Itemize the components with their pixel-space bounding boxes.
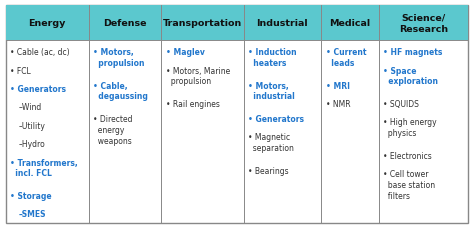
Text: • Motors,
  industrial: • Motors, industrial <box>248 81 295 101</box>
Text: Transportation: Transportation <box>163 19 242 28</box>
Text: • Current
  leads: • Current leads <box>326 48 366 68</box>
Text: –Utility: –Utility <box>19 121 46 130</box>
Text: Science/
Research: Science/ Research <box>399 14 448 33</box>
Bar <box>161 6 244 41</box>
Bar <box>244 6 321 41</box>
Text: • FCL: • FCL <box>10 66 31 75</box>
Text: • Cable,
  degaussing: • Cable, degaussing <box>93 81 148 101</box>
Text: • Storage: • Storage <box>10 191 52 200</box>
Text: • Motors, Marine
  propulsion: • Motors, Marine propulsion <box>165 66 230 86</box>
Text: • Maglev: • Maglev <box>165 48 204 57</box>
Text: • High energy
  physics: • High energy physics <box>383 118 437 138</box>
Text: Industrial: Industrial <box>256 19 308 28</box>
Text: –Flywheels
  (Bearings): –Flywheels (Bearings) <box>19 228 64 229</box>
Text: • Generators: • Generators <box>10 85 66 94</box>
Text: • Electronics: • Electronics <box>383 151 432 160</box>
Text: • Transformers,
  incl. FCL: • Transformers, incl. FCL <box>10 158 78 178</box>
Text: –Hydro: –Hydro <box>19 140 46 149</box>
Text: • Space
  exploration: • Space exploration <box>383 66 438 86</box>
Text: • Generators: • Generators <box>248 114 304 123</box>
Text: –SMES: –SMES <box>19 210 46 218</box>
Text: • Bearings: • Bearings <box>248 166 289 175</box>
Bar <box>6 6 89 41</box>
Bar <box>89 6 161 41</box>
Text: Medical: Medical <box>329 19 370 28</box>
Text: • Directed
  energy
  weapons: • Directed energy weapons <box>93 114 133 145</box>
Text: • Rail engines: • Rail engines <box>165 100 219 109</box>
Bar <box>321 6 379 41</box>
Text: • NMR: • NMR <box>326 100 350 109</box>
Text: Defense: Defense <box>103 19 146 28</box>
Text: • SQUIDS: • SQUIDS <box>383 100 419 109</box>
Text: • Magnetic
  separation: • Magnetic separation <box>248 133 294 153</box>
Bar <box>379 6 468 41</box>
Text: • Induction
  heaters: • Induction heaters <box>248 48 297 68</box>
Text: • Cable (ac, dc): • Cable (ac, dc) <box>10 48 70 57</box>
Text: Energy: Energy <box>28 19 66 28</box>
Text: • MRI: • MRI <box>326 81 350 90</box>
Text: • Cell tower
  base station
  filters: • Cell tower base station filters <box>383 169 436 200</box>
Text: • Motors,
  propulsion: • Motors, propulsion <box>93 48 145 68</box>
Text: • HF magnets: • HF magnets <box>383 48 443 57</box>
Text: –Wind: –Wind <box>19 103 42 112</box>
